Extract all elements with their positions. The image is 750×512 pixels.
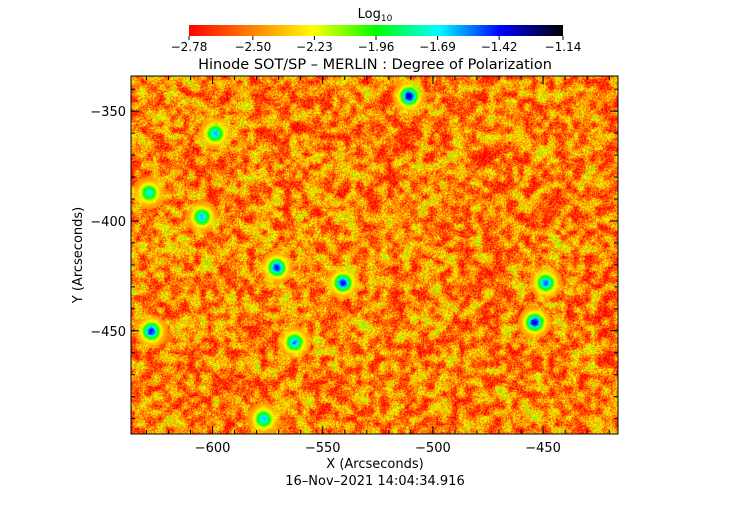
colorbar-label-main: Log [358, 7, 381, 22]
colorbar-tick-label: −1.69 [419, 40, 456, 54]
chart-title: Hinode SOT/SP – MERLIN : Degree of Polar… [198, 57, 552, 73]
colorbar-label-sub: 10 [381, 14, 393, 24]
colorbar-ticks: −2.78 −2.50 −2.23 −1.96 −1.69 −1.42 −1.14 [171, 36, 582, 54]
colorbar: Log10 −2.78 −2.50 −2.23 −1.96 −1.69 −1.42 −1.1… [171, 7, 582, 54]
y-axis-label: Y (Arcseconds) [71, 207, 86, 304]
y-tick-label: −350 [90, 105, 126, 120]
colorbar-label: Log10 [358, 7, 393, 24]
colorbar-tick-label: −1.14 [545, 40, 582, 54]
x-axis-label: X (Arcseconds) [326, 457, 423, 472]
heatmap-image [131, 76, 618, 434]
timestamp: 16–Nov–2021 14:04:34.916 [285, 474, 464, 489]
y-tick-label: −400 [90, 215, 126, 230]
x-tick-label: −550 [305, 441, 341, 456]
colorbar-tick-label: −2.23 [296, 40, 333, 54]
x-axis: −600 −550 −500 −450 [145, 76, 610, 456]
plot-frame [130, 75, 619, 435]
x-tick-label: −500 [415, 441, 451, 456]
x-tick-label: −600 [195, 441, 231, 456]
colorbar-gradient [189, 25, 563, 36]
y-axis: −350 −400 −450 [90, 88, 618, 420]
heatmap-area [131, 76, 618, 434]
x-tick-label: −450 [525, 441, 561, 456]
colorbar-tick-label: −1.96 [358, 40, 395, 54]
colorbar-tick-label: −2.78 [171, 40, 208, 54]
y-tick-label: −450 [90, 325, 126, 340]
colorbar-tick-label: −2.50 [234, 40, 271, 54]
colorbar-tick-label: −1.42 [481, 40, 518, 54]
